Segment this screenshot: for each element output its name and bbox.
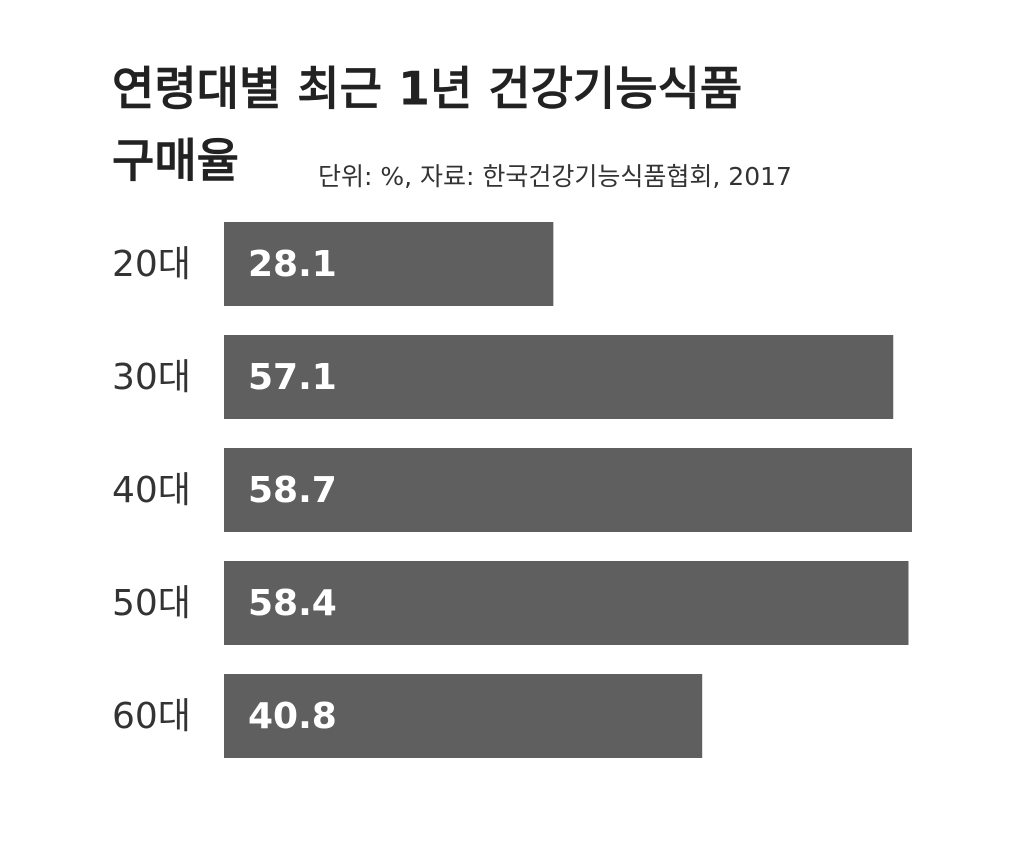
value-label: 40.8	[248, 696, 337, 737]
chart-subtitle: 단위: %, 자료: 한국건강기능식품협회, 2017	[318, 162, 792, 191]
bar	[224, 674, 703, 758]
category-label: 40대	[112, 470, 191, 511]
value-label: 28.1	[248, 244, 337, 285]
category-label: 50대	[112, 583, 191, 624]
value-label: 58.7	[248, 470, 337, 511]
bar	[224, 222, 554, 306]
bar	[224, 335, 894, 419]
category-label: 20대	[112, 244, 191, 285]
category-label: 30대	[112, 357, 191, 398]
chart-title: 연령대별 최근 1년 건강기능식품	[112, 62, 742, 116]
bar	[224, 448, 912, 532]
chart-title: 구매율	[112, 134, 239, 188]
value-label: 57.1	[248, 357, 337, 398]
bar	[224, 561, 909, 645]
category-label: 60대	[112, 696, 191, 737]
value-label: 58.4	[248, 583, 337, 624]
